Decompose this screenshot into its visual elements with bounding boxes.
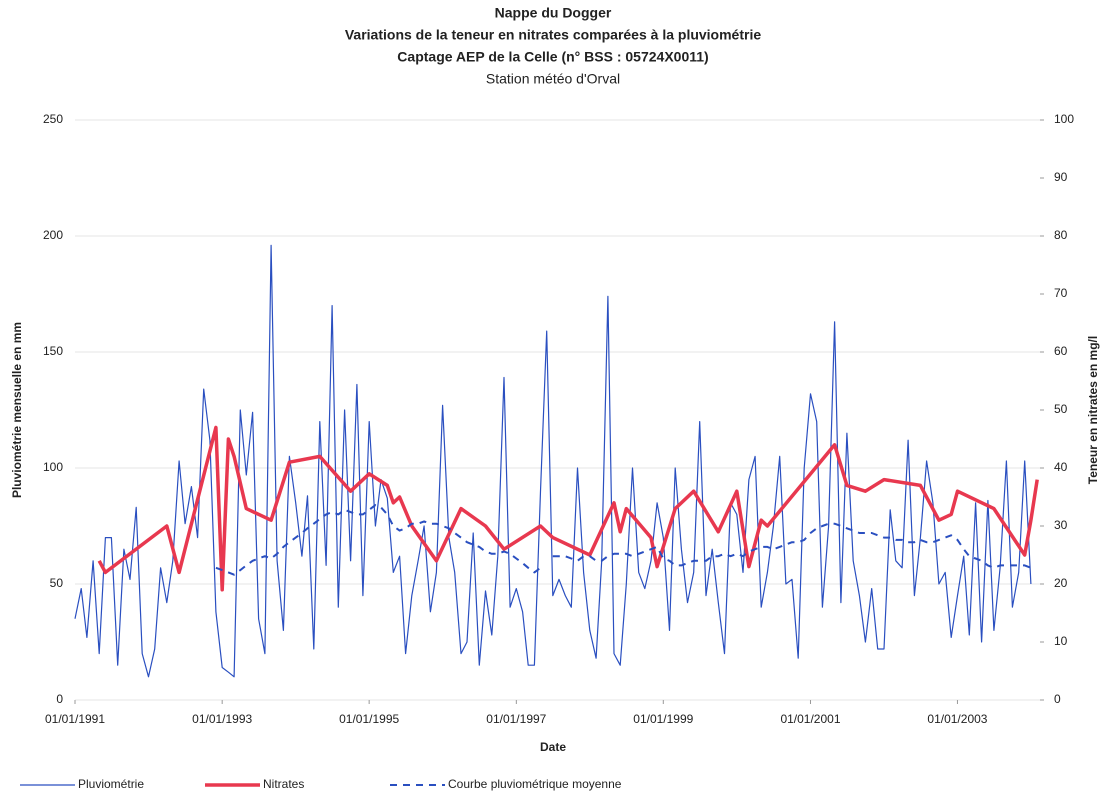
- chart-title: Nappe du Dogger: [495, 5, 612, 21]
- chart-subtitle: Station météo d'Orval: [486, 71, 620, 87]
- legend-label: Nitrates: [263, 777, 304, 791]
- y2-tick-label: 0: [1054, 692, 1061, 706]
- data-line: [552, 522, 1032, 569]
- y2-tick-label: 10: [1054, 634, 1068, 648]
- chart-subtitle: Variations de la teneur en nitrates comp…: [345, 27, 761, 43]
- y2-tick-label: 90: [1054, 170, 1068, 184]
- chart-subtitle: Captage AEP de la Celle (n° BSS : 05724X…: [397, 49, 708, 65]
- x-tick-label: 01/01/1997: [486, 712, 546, 726]
- x-tick-label: 01/01/2001: [780, 712, 840, 726]
- y-tick-label: 250: [43, 112, 63, 126]
- y-tick-label: 150: [43, 344, 63, 358]
- x-tick-label: 01/01/1991: [45, 712, 105, 726]
- y-axis-label: Pluviométrie mensuelle en mm: [10, 322, 24, 498]
- y2-tick-label: 50: [1054, 402, 1068, 416]
- y-tick-label: 0: [56, 692, 63, 706]
- data-line: [97, 425, 1039, 592]
- y2-tick-label: 60: [1054, 344, 1068, 358]
- x-tick-label: 01/01/1993: [192, 712, 252, 726]
- data-line: [74, 244, 1032, 678]
- y-tick-label: 50: [50, 576, 64, 590]
- y2-axis-label: Teneur en nitrates en mg/l: [1086, 336, 1100, 484]
- legend-label: Courbe pluviométrique moyenne: [448, 777, 622, 791]
- y2-tick-label: 100: [1054, 112, 1074, 126]
- y2-tick-label: 20: [1054, 576, 1068, 590]
- y-tick-label: 200: [43, 228, 63, 242]
- y-tick-label: 100: [43, 460, 63, 474]
- y2-tick-label: 70: [1054, 286, 1068, 300]
- x-axis-label: Date: [540, 740, 566, 754]
- x-tick-label: 01/01/2003: [927, 712, 987, 726]
- x-tick-label: 01/01/1999: [633, 712, 693, 726]
- x-tick-label: 01/01/1995: [339, 712, 399, 726]
- y2-tick-label: 30: [1054, 518, 1068, 532]
- y2-tick-label: 40: [1054, 460, 1068, 474]
- legend-label: Pluviométrie: [78, 777, 144, 791]
- y2-tick-label: 80: [1054, 228, 1068, 242]
